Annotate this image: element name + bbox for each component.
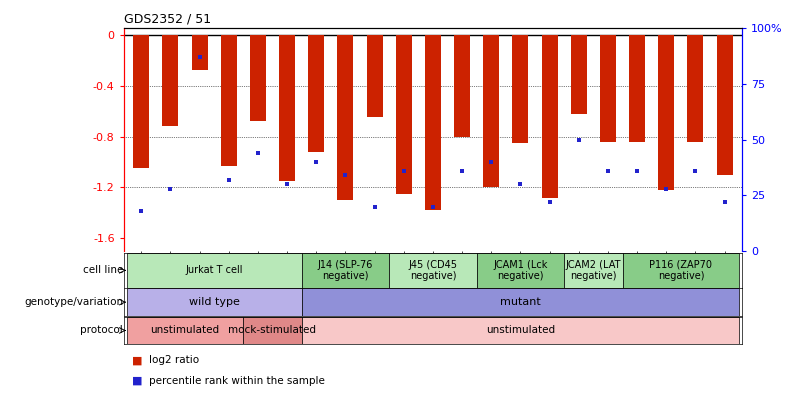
Bar <box>622 253 739 288</box>
Bar <box>302 253 389 288</box>
Text: J45 (CD45
negative): J45 (CD45 negative) <box>409 260 457 281</box>
Text: JCAM2 (LAT
negative): JCAM2 (LAT negative) <box>566 260 621 281</box>
Text: P116 (ZAP70
negative): P116 (ZAP70 negative) <box>650 260 713 281</box>
Bar <box>512 35 528 143</box>
Bar <box>484 35 500 188</box>
Bar <box>250 35 266 121</box>
Bar <box>425 35 441 210</box>
Text: percentile rank within the sample: percentile rank within the sample <box>149 376 325 386</box>
Text: J14 (SLP-76
negative): J14 (SLP-76 negative) <box>318 260 373 281</box>
Text: Jurkat T cell: Jurkat T cell <box>185 265 243 275</box>
Text: ■: ■ <box>132 376 142 386</box>
Bar <box>454 35 470 136</box>
Text: ■: ■ <box>132 356 142 365</box>
Bar <box>687 35 704 142</box>
Bar <box>629 35 645 142</box>
Bar <box>564 253 622 288</box>
Bar <box>192 35 207 70</box>
Bar <box>127 288 302 316</box>
Bar <box>366 35 382 117</box>
Bar <box>221 35 237 166</box>
Bar <box>243 317 302 344</box>
Bar <box>658 35 674 190</box>
Bar <box>302 288 739 316</box>
Text: cell line: cell line <box>83 265 123 275</box>
Text: log2 ratio: log2 ratio <box>149 356 200 365</box>
Bar <box>717 35 733 175</box>
Bar <box>476 253 564 288</box>
Bar <box>127 253 302 288</box>
Text: GDS2352 / 51: GDS2352 / 51 <box>124 13 211 26</box>
Text: unstimulated: unstimulated <box>486 326 555 335</box>
Bar <box>162 35 179 126</box>
Text: wild type: wild type <box>188 297 239 307</box>
Bar <box>279 35 295 181</box>
Bar <box>302 317 739 344</box>
Bar <box>396 35 412 194</box>
Bar <box>600 35 616 142</box>
Text: genotype/variation: genotype/variation <box>24 297 123 307</box>
Bar <box>542 35 558 198</box>
Text: protocol: protocol <box>81 326 123 335</box>
Bar <box>571 35 587 114</box>
Text: unstimulated: unstimulated <box>150 326 219 335</box>
Bar <box>308 35 324 152</box>
Text: mock-stimulated: mock-stimulated <box>228 326 317 335</box>
Bar <box>389 253 476 288</box>
Bar <box>133 35 149 168</box>
Text: mutant: mutant <box>500 297 541 307</box>
Bar <box>338 35 354 200</box>
Bar <box>127 317 243 344</box>
Text: JCAM1 (Lck
negative): JCAM1 (Lck negative) <box>493 260 547 281</box>
